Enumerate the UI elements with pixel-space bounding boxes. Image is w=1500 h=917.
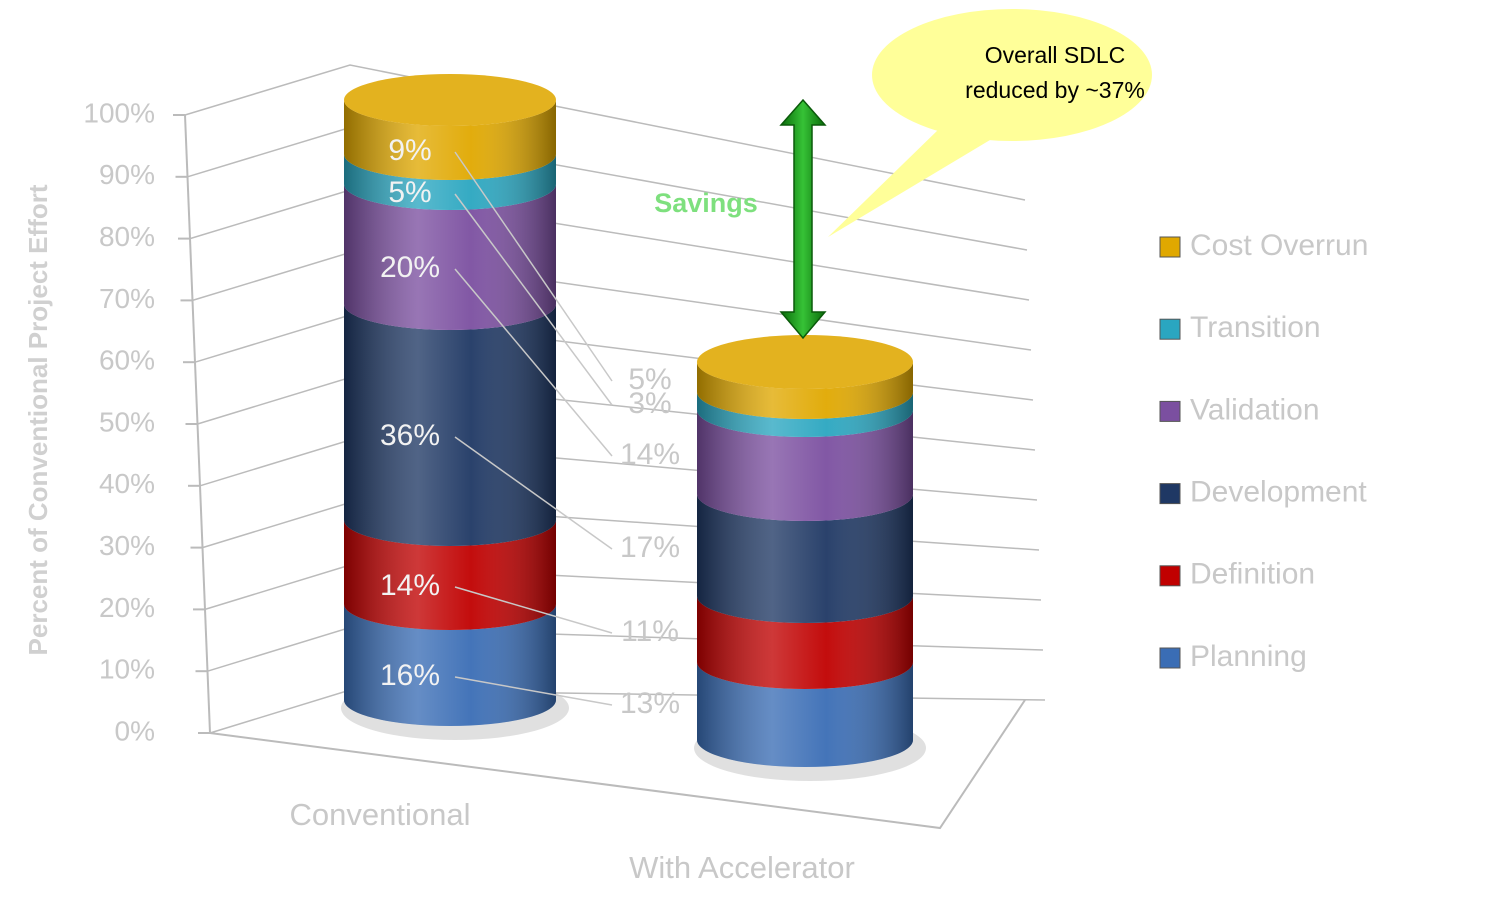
x-tick-label: Conventional bbox=[290, 797, 471, 832]
callout-text: reduced by ~37% bbox=[965, 77, 1145, 103]
leader-line bbox=[454, 193, 613, 406]
y-tick-label: 60% bbox=[99, 345, 155, 376]
y-axis-title: Percent of Conventional Project Effort bbox=[23, 184, 53, 655]
callout-bubble bbox=[872, 9, 1152, 141]
y-tick-label: 0% bbox=[115, 715, 155, 746]
y-tick-label: 10% bbox=[99, 654, 155, 685]
bar-shading bbox=[697, 392, 913, 437]
leader-line bbox=[454, 151, 613, 382]
legend-swatch bbox=[1159, 236, 1181, 258]
bar-shading bbox=[697, 410, 913, 521]
bar-top-shading bbox=[697, 335, 913, 389]
double-arrow bbox=[779, 98, 827, 340]
callout-text: Overall SDLC bbox=[985, 42, 1126, 68]
y-tick-label: 40% bbox=[99, 468, 155, 499]
bar-shading bbox=[697, 494, 913, 623]
legend-swatch bbox=[1159, 483, 1181, 505]
legend-label: Definition bbox=[1190, 558, 1315, 591]
data-label: 5% bbox=[628, 363, 671, 396]
bar-top bbox=[697, 335, 913, 389]
data-label: 20% bbox=[380, 251, 440, 284]
data-label: 9% bbox=[388, 134, 431, 167]
y-tick-label: 90% bbox=[99, 159, 155, 190]
bar-shading bbox=[344, 604, 556, 726]
data-label: 14% bbox=[380, 569, 440, 602]
y-tick-label: 50% bbox=[99, 406, 155, 437]
y-tick-label: 80% bbox=[99, 221, 155, 252]
grid-line bbox=[204, 564, 1042, 611]
bar-shading bbox=[344, 154, 556, 210]
leader-line bbox=[454, 436, 613, 550]
data-label: 17% bbox=[620, 531, 680, 564]
grid-line bbox=[192, 251, 1032, 351]
leader-line bbox=[454, 268, 613, 457]
bar-shading bbox=[697, 362, 913, 419]
bar-shading bbox=[344, 184, 556, 330]
data-label: 13% bbox=[620, 687, 680, 720]
legend-swatch bbox=[1159, 318, 1181, 340]
legend-swatch bbox=[1159, 400, 1181, 422]
data-label: 5% bbox=[388, 176, 431, 209]
bar-top bbox=[344, 74, 556, 126]
data-label: 3% bbox=[628, 387, 671, 420]
callout: Overall SDLC reduced by ~37% bbox=[828, 9, 1152, 237]
data-label: 11% bbox=[621, 615, 679, 648]
data-label: 36% bbox=[380, 419, 440, 452]
legend-swatch bbox=[1159, 647, 1181, 669]
legend-label: Transition bbox=[1190, 311, 1321, 344]
y-tick-label: 70% bbox=[99, 283, 155, 314]
legend-label: Planning bbox=[1190, 640, 1307, 673]
x-tick-label: With Accelerator bbox=[629, 850, 855, 885]
leader-line bbox=[454, 676, 613, 706]
legend-label: Validation bbox=[1190, 393, 1320, 426]
legend-label: Cost Overrun bbox=[1190, 229, 1368, 262]
floor-edge bbox=[209, 699, 1026, 830]
savings-arrow: Savings bbox=[654, 98, 827, 340]
bar-shading bbox=[697, 596, 913, 689]
grid-line bbox=[189, 189, 1030, 301]
bar-shading bbox=[344, 100, 556, 180]
callout-tail bbox=[828, 128, 990, 237]
y-tick-label: 20% bbox=[99, 592, 155, 623]
data-label: 14% bbox=[620, 438, 680, 471]
y-tick-label: 30% bbox=[99, 530, 155, 561]
plot bbox=[341, 74, 926, 781]
legend-label: Development bbox=[1190, 476, 1367, 509]
bar-top-shading bbox=[344, 74, 556, 126]
bar-shading bbox=[344, 520, 556, 630]
leader-line bbox=[454, 586, 613, 634]
y-tick-label: 100% bbox=[83, 97, 155, 128]
data-label: 16% bbox=[380, 659, 440, 692]
legend-swatch bbox=[1159, 565, 1181, 587]
bar-shading bbox=[697, 662, 913, 767]
bar-shading bbox=[344, 304, 556, 546]
arrow-label: Savings bbox=[654, 188, 758, 218]
